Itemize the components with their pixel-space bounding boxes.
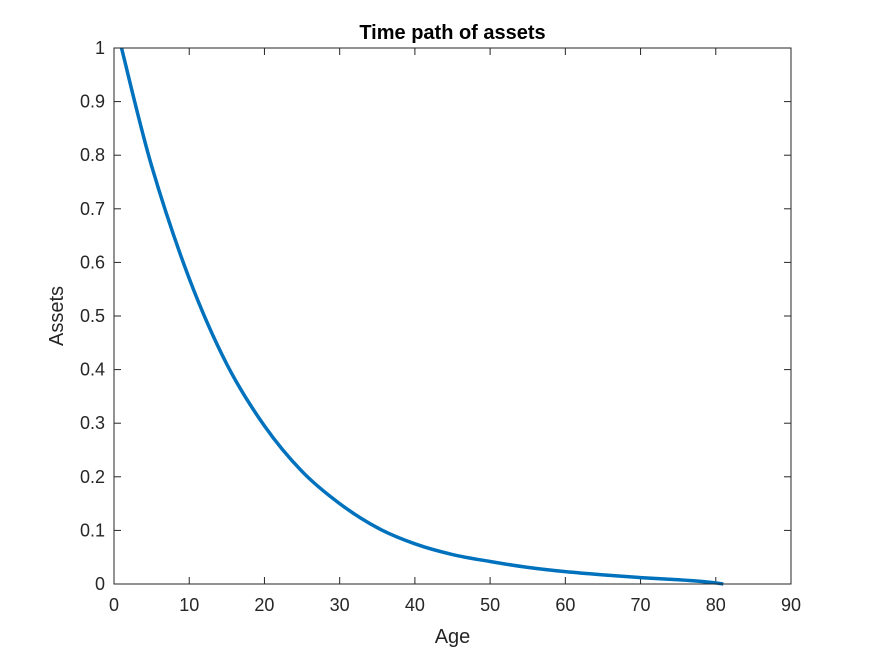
y-tick-label: 1 xyxy=(95,38,105,58)
y-tick-label: 0.9 xyxy=(80,92,105,112)
x-tick-label: 20 xyxy=(254,595,274,615)
x-tick-label: 70 xyxy=(631,595,651,615)
x-tick-label: 0 xyxy=(109,595,119,615)
y-tick-label: 0.8 xyxy=(80,145,105,165)
y-tick-label: 0.1 xyxy=(80,520,105,540)
x-tick-label: 50 xyxy=(480,595,500,615)
x-tick-label: 80 xyxy=(706,595,726,615)
y-tick-label: 0.7 xyxy=(80,199,105,219)
y-tick-label: 0.3 xyxy=(80,413,105,433)
x-tick-label: 60 xyxy=(555,595,575,615)
data-layer xyxy=(119,47,724,586)
y-tick-label: 0.6 xyxy=(80,252,105,272)
assets-line xyxy=(119,47,724,586)
x-tick-label: 90 xyxy=(781,595,801,615)
y-tick-label: 0.4 xyxy=(80,360,105,380)
x-axis-title: Age xyxy=(435,626,471,648)
x-tick-label: 40 xyxy=(405,595,425,615)
y-tick-label: 0.2 xyxy=(80,467,105,487)
x-tick-label: 10 xyxy=(179,595,199,615)
y-tick-label: 0.5 xyxy=(80,306,105,326)
ticks-layer: 0 10 20 30 40 50 60 70 80 90 0 0.1 0.2 0.3 0.4 0.5 0.6 0.… xyxy=(80,38,801,615)
y-tick-label: 0 xyxy=(95,574,105,594)
axes-box xyxy=(113,47,792,585)
x-tick-label: 30 xyxy=(330,595,350,615)
y-axis-title: Assets xyxy=(46,286,68,346)
plot-area xyxy=(114,48,791,584)
chart-title: Time path of assets xyxy=(359,22,545,44)
